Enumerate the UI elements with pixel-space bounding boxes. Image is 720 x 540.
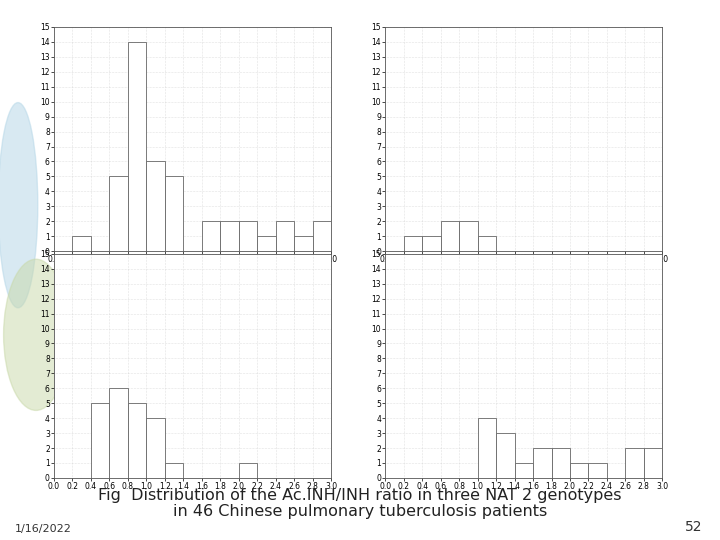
Bar [257,236,276,251]
Bar [73,236,91,251]
Bar [128,42,146,251]
Bar [128,403,146,478]
Bar [496,433,515,478]
Bar [165,463,184,478]
Bar [202,221,220,251]
Bar [109,388,128,478]
Text: 52: 52 [685,519,702,534]
Ellipse shape [4,259,68,410]
Bar [312,221,331,251]
Bar [441,221,459,251]
Bar [552,448,570,478]
Bar [165,177,184,251]
Bar [294,236,312,251]
Bar [276,221,294,251]
Bar [404,236,422,251]
Bar [477,418,496,478]
Bar [570,463,588,478]
Bar [644,448,662,478]
Bar [588,463,607,478]
Bar [533,448,552,478]
Bar [422,236,441,251]
Bar [109,177,128,251]
Bar [331,221,350,251]
Text: Fig  Distribution of the Ac.INH/INH ratio in three NAT 2 genotypes: Fig Distribution of the Ac.INH/INH ratio… [98,488,622,503]
Ellipse shape [0,103,37,308]
Bar [220,221,239,251]
Text: in 46 Chinese pulmonary tuberculosis patients: in 46 Chinese pulmonary tuberculosis pat… [173,504,547,519]
Bar [626,448,644,478]
Bar [239,463,257,478]
Bar [459,221,477,251]
Text: 1/16/2022: 1/16/2022 [14,523,71,534]
Bar [146,161,165,251]
Bar [477,236,496,251]
Bar [91,403,109,478]
Bar [515,463,533,478]
Bar [239,221,257,251]
Bar [146,418,165,478]
